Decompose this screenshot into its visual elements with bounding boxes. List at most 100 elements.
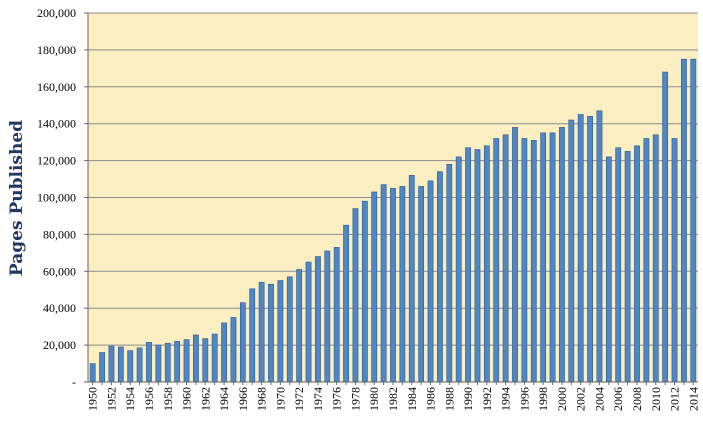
bar-1956 [146, 342, 152, 383]
bar-1995 [512, 127, 518, 383]
y-tick-label: 160,000 [37, 80, 76, 94]
bar-1993 [493, 138, 500, 383]
bar-2012 [671, 138, 678, 383]
bar-1977 [343, 224, 349, 383]
bar-1953 [117, 346, 124, 383]
bar-1952 [108, 345, 115, 383]
bar-1971 [286, 276, 293, 383]
bar-1979 [361, 200, 368, 383]
bar-1976 [333, 247, 340, 383]
x-tick-label: 2006 [611, 387, 625, 411]
x-tick-label: 1990 [461, 387, 475, 411]
bar-2009 [643, 138, 650, 383]
bar-1965 [230, 317, 237, 383]
x-tick-label: 1988 [442, 387, 456, 411]
x-tick-label: 1964 [217, 387, 231, 411]
bar-2013 [681, 58, 687, 383]
bar-1984 [408, 175, 415, 383]
x-tick-label: 1962 [198, 387, 212, 411]
y-tick-label: 200,000 [37, 6, 76, 20]
bar-1986 [427, 180, 434, 383]
bar-2014 [690, 58, 697, 383]
x-tick-label: 2008 [630, 387, 644, 411]
bar-1983 [399, 186, 406, 383]
bar-2010 [652, 134, 659, 383]
y-axis-label: Pages Published [7, 120, 27, 276]
y-tick-label: 100,000 [37, 191, 76, 205]
x-tick-label: 1958 [161, 387, 175, 411]
bar-1955 [136, 347, 143, 383]
bar-1962 [202, 338, 209, 383]
bar-2008 [634, 145, 640, 383]
bar-1992 [483, 145, 490, 383]
x-tick-label: 1968 [255, 387, 269, 411]
x-tick-label: 1980 [367, 387, 381, 411]
x-tick-label: 1978 [348, 387, 362, 411]
bar-1967 [249, 288, 256, 383]
x-tick-label: 1998 [536, 387, 550, 411]
x-tick-label: 1992 [480, 387, 494, 411]
bar-1994 [502, 134, 509, 383]
bar-1987 [437, 171, 443, 383]
bar-1951 [99, 352, 105, 383]
y-tick-label: 80,000 [43, 227, 76, 241]
y-tick-label: 20,000 [43, 338, 76, 352]
bar-2001 [568, 119, 575, 383]
x-tick-label: 2014 [686, 387, 700, 411]
bar-1990 [465, 147, 471, 383]
y-tick-label: 40,000 [43, 301, 76, 315]
y-tick-label: 180,000 [37, 43, 76, 57]
y-tick-label: 120,000 [37, 154, 76, 168]
bar-1982 [390, 187, 396, 383]
bar-2000 [559, 127, 565, 383]
x-tick-label: 2004 [592, 387, 606, 411]
bar-1960 [183, 339, 190, 383]
bar-1959 [174, 341, 181, 383]
bar-1961 [193, 334, 199, 383]
bar-1954 [127, 350, 134, 383]
bar-1975 [324, 250, 331, 383]
bar-1973 [305, 261, 312, 383]
x-tick-label: 1982 [386, 387, 400, 411]
x-tick-label: 2000 [555, 387, 569, 411]
x-tick-label: 1986 [424, 387, 438, 411]
bar-1969 [268, 283, 274, 383]
x-tick-label: 2010 [649, 387, 663, 411]
bar-1963 [211, 333, 218, 383]
x-tick-labels: 1950 1952 1954 1956 1958 1960 1962 1964 1966 1968… [86, 382, 700, 411]
bar-1968 [258, 282, 265, 383]
y-tick-label: 140,000 [37, 117, 76, 131]
x-tick-label: 1994 [499, 387, 513, 411]
bar-1957 [155, 344, 162, 383]
bar-1964 [221, 322, 227, 383]
bar-1991 [474, 149, 481, 383]
bar-1988 [446, 163, 453, 383]
bar-1978 [352, 208, 359, 383]
bar-2007 [624, 151, 631, 383]
bar-1950 [89, 363, 96, 383]
bar-1989 [455, 156, 462, 383]
x-tick-label: 1976 [330, 387, 344, 411]
bar-1998 [540, 132, 547, 383]
x-tick-label: 1974 [311, 387, 325, 411]
bar-1972 [296, 269, 303, 383]
bar-1974 [315, 256, 321, 383]
bar-1958 [164, 342, 171, 383]
x-tick-label: 1972 [292, 387, 306, 411]
y-tick-label: 60,000 [43, 264, 76, 278]
bar-2006 [615, 147, 622, 383]
bar-1997 [530, 140, 537, 383]
bar-1981 [380, 184, 387, 383]
bar-2003 [587, 116, 593, 383]
x-tick-label: 2002 [574, 387, 588, 411]
bar-1999 [549, 132, 556, 383]
y-tick-label: - [72, 375, 76, 389]
x-tick-label: 2012 [668, 387, 682, 411]
bar-1980 [371, 191, 378, 383]
x-tick-label: 1984 [405, 387, 419, 411]
x-tick-label: 1996 [517, 387, 531, 411]
x-tick-label: 1970 [273, 387, 287, 411]
bar-1970 [277, 280, 284, 383]
x-tick-label: 1950 [86, 387, 100, 411]
